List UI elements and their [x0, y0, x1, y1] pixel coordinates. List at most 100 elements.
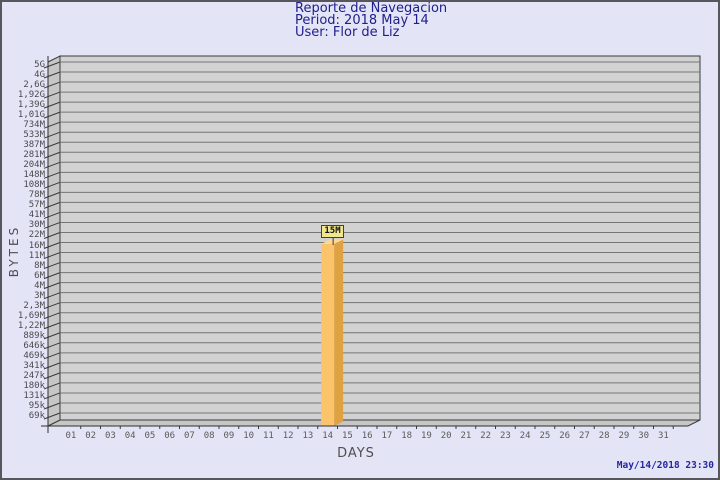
- y-tick-label: 95k: [28, 400, 45, 411]
- y-tick: [43, 312, 61, 320]
- x-tick-label: 30: [638, 431, 650, 441]
- y-tick-label: 204M: [23, 160, 45, 171]
- y-tick-label: 16M: [28, 240, 45, 251]
- x-tick-label: 14: [322, 431, 334, 441]
- y-tick: [43, 171, 61, 179]
- x-tick-label: 23: [499, 431, 511, 441]
- y-tick: [43, 362, 61, 370]
- bar-front-face: [321, 244, 335, 426]
- y-tick: [43, 342, 61, 350]
- chart-back-wall: [59, 55, 701, 421]
- x-tick-label: 27: [578, 431, 590, 441]
- y-tick-label: 387M: [23, 140, 45, 151]
- y-tick: [43, 101, 61, 109]
- y-tick: [43, 191, 61, 199]
- y-tick-label: 341k: [23, 360, 45, 371]
- bar-value-flag: 15M: [321, 225, 344, 238]
- x-tick-label: 09: [223, 431, 235, 441]
- y-tick: [43, 151, 61, 159]
- y-tick: [43, 141, 61, 149]
- y-tick: [43, 121, 61, 129]
- y-tick-label: 1,69M: [17, 310, 45, 321]
- y-tick-label: 4G: [34, 70, 45, 81]
- y-axis-title: BYTES: [7, 224, 21, 278]
- y-tick: [43, 332, 61, 340]
- x-tick-label: 29: [618, 431, 630, 441]
- bar-side-face: [334, 239, 344, 426]
- y-tick: [43, 201, 61, 209]
- axis-lines: [41, 56, 688, 433]
- y-tick-label: 2,6G: [23, 80, 45, 91]
- y-tick-label: 69k: [28, 411, 45, 421]
- y-tick-label: 108M: [23, 180, 45, 191]
- bar-top-face: [321, 239, 344, 244]
- y-tick-label: 646k: [23, 340, 45, 351]
- y-tick-label: 6M: [34, 270, 45, 281]
- y-tick: [43, 91, 61, 99]
- x-tick-label: 13: [302, 431, 314, 441]
- y-tick-label: 2,3M: [23, 300, 45, 311]
- y-tick: [43, 232, 61, 239]
- x-tick-label: 16: [361, 431, 373, 441]
- y-tick-label: 1,01G: [17, 110, 45, 121]
- x-tick-label: 01: [65, 431, 77, 441]
- x-tick-label: 20: [440, 431, 452, 441]
- chart-left-wall: [47, 55, 61, 427]
- y-tick-label: 131k: [23, 390, 45, 401]
- y-tick: [43, 402, 61, 410]
- y-tick: [43, 61, 61, 69]
- y-tick-label: 57M: [28, 200, 45, 211]
- y-tick: [43, 71, 61, 79]
- y-tick-label: 469k: [23, 350, 45, 361]
- x-tick-label: 31: [657, 431, 669, 441]
- x-tick-label: 25: [539, 431, 551, 441]
- y-tick: [43, 392, 61, 400]
- y-tick: [43, 252, 61, 260]
- y-tick: [43, 352, 61, 360]
- y-tick: [43, 242, 61, 249]
- y-tick-label: 8M: [34, 260, 45, 271]
- y-tick: [43, 81, 61, 89]
- y-tick: [43, 272, 61, 280]
- x-tick-label: 02: [85, 431, 97, 441]
- y-tick-label: 889k: [23, 330, 45, 341]
- x-tick-label: 03: [104, 431, 116, 441]
- y-tick-label: 3M: [34, 290, 45, 301]
- x-axis-title: DAYS: [337, 446, 375, 461]
- y-tick-label: 22M: [28, 230, 45, 241]
- y-tick: [43, 161, 61, 169]
- y-tick: [43, 302, 61, 310]
- y-tick-label: 247k: [23, 370, 45, 381]
- y-tick: [43, 372, 61, 380]
- y-tick: [43, 322, 61, 330]
- x-tick-label: 05: [144, 431, 156, 441]
- y-tick: [43, 221, 61, 229]
- y-tick-label: 148M: [23, 170, 45, 181]
- x-tick-label: 28: [598, 431, 610, 441]
- y-tick-label: 5G: [34, 60, 45, 70]
- y-tick-label: 11M: [28, 250, 45, 261]
- report-header: Reporte de Navegacion Period: 2018 May 1…: [295, 2, 447, 39]
- y-tick-label: 533M: [23, 130, 45, 141]
- y-tick-label: 1,92G: [17, 90, 45, 101]
- x-tick-label: 06: [164, 431, 176, 441]
- x-tick-label: 15: [341, 431, 353, 441]
- y-tick-label: 1,22M: [17, 320, 45, 331]
- y-tick: [43, 211, 61, 219]
- x-tick-label: 12: [282, 431, 294, 441]
- x-tick-label: 07: [183, 431, 195, 441]
- x-tick-label: 17: [381, 431, 393, 441]
- y-tick-label: 41M: [28, 210, 45, 221]
- chart-floor: [47, 419, 701, 427]
- y-tick: [43, 181, 61, 189]
- y-tick: [43, 412, 61, 420]
- y-tick-label: 180k: [23, 380, 45, 391]
- x-tick-label: 11: [262, 431, 274, 441]
- x-tick-label: 19: [420, 431, 432, 441]
- y-tick: [43, 282, 61, 290]
- x-tick-label: 24: [519, 431, 531, 441]
- x-tick-label: 08: [203, 431, 215, 441]
- y-tick: [43, 131, 61, 139]
